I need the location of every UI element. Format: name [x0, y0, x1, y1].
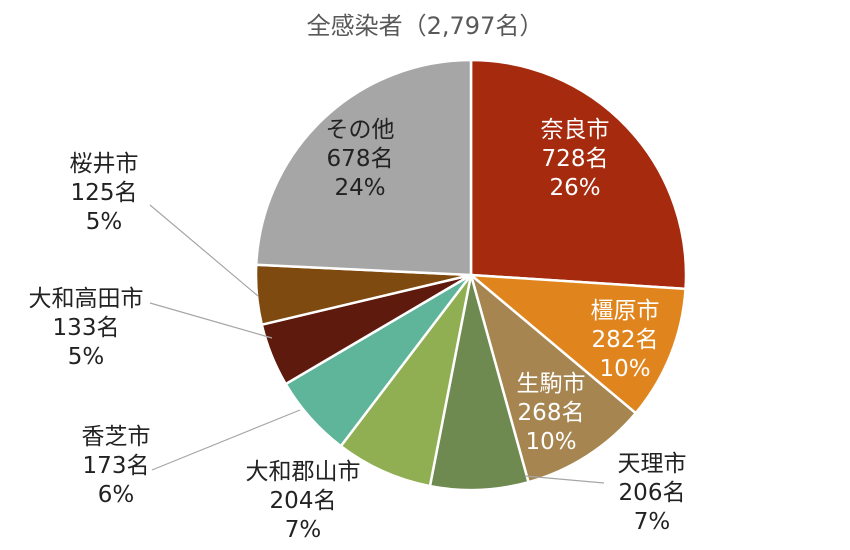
data-label-8: その他 678名 24%: [280, 116, 440, 203]
data-label-pct: 6%: [97, 482, 135, 508]
data-label-pct: 5%: [67, 344, 105, 370]
data-label-4: 大和郡山市 204名 7%: [223, 458, 383, 545]
data-label-pct: 5%: [85, 209, 123, 235]
pie-slice-0: [469, 58, 688, 291]
data-label-count: 204名: [269, 488, 337, 514]
data-label-pct: 26%: [549, 175, 601, 201]
data-label-count: 133名: [52, 315, 120, 341]
data-label-0: 奈良市 728名 26%: [495, 116, 655, 203]
data-label-2: 生駒市 268名 10%: [471, 370, 631, 457]
data-label-pct: 7%: [633, 509, 671, 535]
data-label-count: 173名: [82, 453, 150, 479]
data-label-pct: 24%: [334, 175, 386, 201]
data-label-count: 125名: [70, 180, 138, 206]
data-label-name: 奈良市: [540, 117, 610, 143]
data-label-pct: 7%: [284, 517, 322, 543]
data-label-count: 728名: [541, 146, 609, 172]
leader-line-5: [151, 409, 301, 471]
data-label-count: 206名: [618, 480, 686, 506]
data-label-name: 生駒市: [516, 371, 586, 397]
data-label-5: 香芝市 173名 6%: [36, 423, 196, 510]
data-label-name: 橿原市: [590, 298, 660, 324]
leader-line-6: [149, 302, 273, 339]
data-label-1: 橿原市 282名 10%: [545, 297, 705, 384]
data-label-count: 268名: [517, 400, 585, 426]
leader-line-7: [149, 204, 259, 297]
pie-slice-4: [339, 273, 473, 488]
pie-slice-1: [469, 273, 687, 415]
pie-slice-8: [254, 58, 473, 277]
data-label-name: 大和高田市: [28, 286, 144, 312]
data-label-pct: 10%: [525, 429, 577, 455]
pie-slice-2: [469, 273, 637, 484]
data-label-name: 香芝市: [81, 424, 151, 450]
data-label-name: 天理市: [617, 451, 687, 477]
data-label-6: 大和高田市 133名 5%: [6, 285, 166, 372]
data-label-pct: 10%: [599, 356, 651, 382]
data-label-name: 大和郡山市: [245, 459, 361, 485]
data-label-3: 天理市 206名 7%: [572, 450, 732, 537]
leader-line-3: [524, 475, 605, 484]
data-label-7: 桜井市 125名 5%: [24, 150, 184, 237]
data-label-name: その他: [325, 117, 395, 143]
chart-title: 全感染者（2,797名）: [306, 12, 544, 40]
data-label-count: 678名: [326, 146, 394, 172]
data-label-name: 桜井市: [69, 151, 139, 177]
data-label-count: 282名: [591, 327, 659, 353]
pie-slice-3: [428, 273, 530, 492]
